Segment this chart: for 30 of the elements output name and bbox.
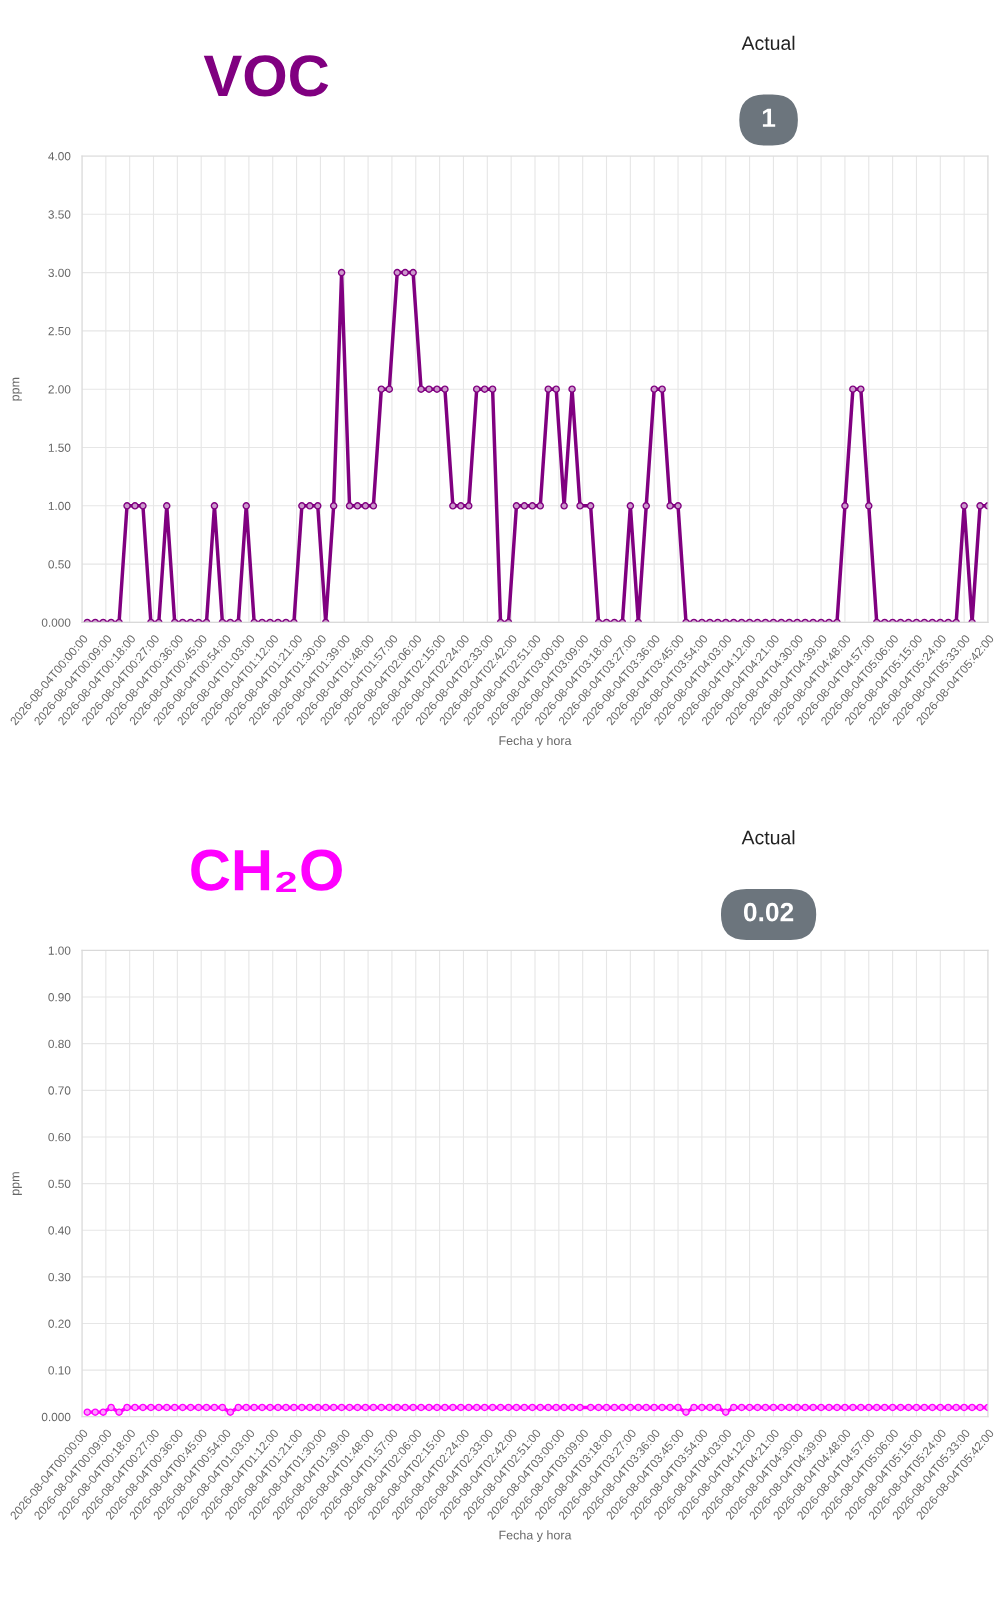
y-tick-label: 0.000 [41,618,71,627]
y-tick-label: 0.80 [48,1039,71,1049]
y-tick-label: 0.70 [48,1086,71,1095]
y-tick-label: 0.30 [48,1272,71,1282]
y-tick-label: 1.00 [48,501,71,511]
y-tick-label: 0.50 [48,560,71,569]
y-axis-title: ppm [12,1172,22,1195]
y-tick-label: 0.20 [48,1319,71,1328]
y-tick-label: 3.00 [48,268,71,277]
text: Actual [741,830,795,845]
chart-title: CH₂O [191,849,342,893]
text: Actual [741,35,795,51]
y-tick-label: 0.50 [48,1179,71,1188]
y-tick-label: 4.00 [48,152,71,161]
y-axis-title: ppm [12,377,22,401]
text: 1 [762,108,776,127]
y-tick-label: 0.10 [48,1366,71,1375]
y-tick-label: 0.60 [48,1132,71,1142]
x-axis-title: Fecha y hora [499,1530,572,1542]
y-tick-label: 1.50 [48,443,71,452]
text: 0.02 [743,902,794,922]
y-tick-label: 2.50 [48,326,71,336]
y-tick-label: 0.90 [48,993,71,1002]
x-axis-title: Fecha y hora [499,735,572,748]
y-tick-label: 0.40 [48,1226,71,1235]
y-tick-label: 1.00 [48,946,71,955]
y-tick-label: 2.00 [48,385,71,394]
chart-title: VOC [203,55,329,97]
y-tick-label: 0.000 [41,1412,71,1422]
y-tick-label: 3.50 [48,210,71,219]
